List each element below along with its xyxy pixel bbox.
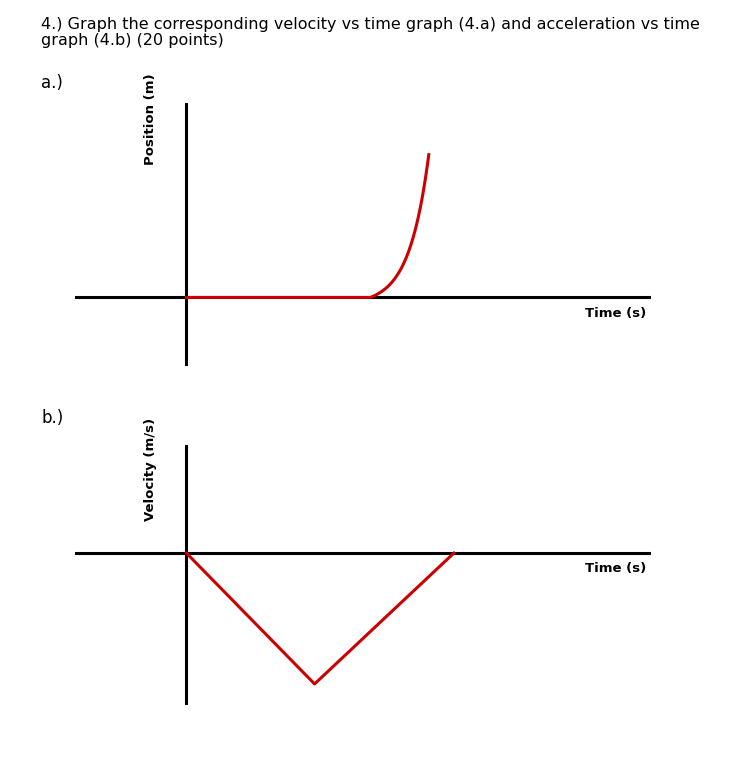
Text: Position (m): Position (m) — [144, 73, 157, 165]
Text: 4.) Graph the corresponding velocity vs time graph (4.a) and acceleration vs tim: 4.) Graph the corresponding velocity vs … — [41, 17, 700, 32]
Text: Time (s): Time (s) — [585, 307, 646, 319]
Text: b.): b.) — [41, 409, 64, 427]
Text: Time (s): Time (s) — [585, 562, 646, 574]
Text: Velocity (m/s): Velocity (m/s) — [144, 418, 157, 520]
Text: a.): a.) — [41, 74, 63, 92]
Text: graph (4.b) (20 points): graph (4.b) (20 points) — [41, 33, 224, 48]
